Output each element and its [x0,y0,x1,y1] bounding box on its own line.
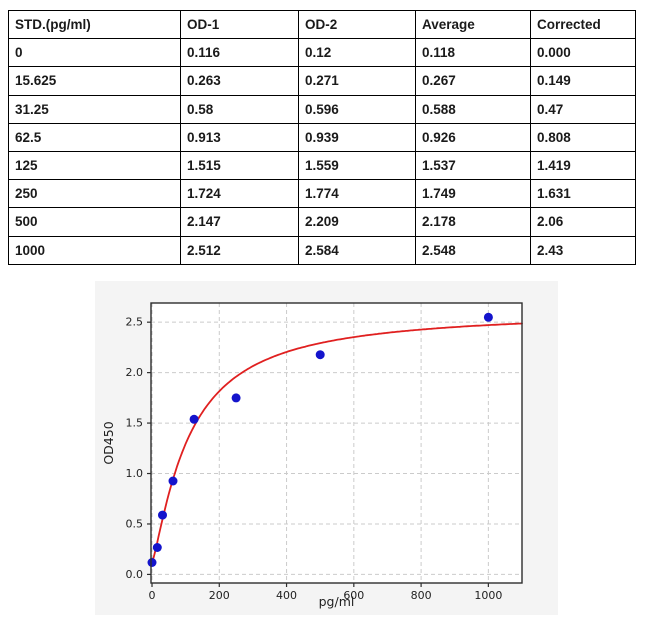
table-cell: 2.209 [298,207,416,237]
table-cell: 1.559 [298,150,416,181]
table-cell: 1.515 [180,150,299,181]
table-cell: 62.5 [8,122,181,152]
column-header: STD.(pg/ml) [8,9,181,40]
data-point [168,476,178,486]
plot-border [150,302,523,584]
standard-curve-figure: 0 200 400 600 800 1000 0.0 0.5 1.0 1.5 2.0 2.5 pg/ml… [95,281,558,615]
table-cell: 0.926 [415,122,531,152]
table-cell: 2.147 [180,207,299,237]
table-cell: 125 [8,150,181,181]
table-cell: 0.47 [530,94,636,124]
table-cell: 0.12 [298,38,416,68]
table-cell: 0.596 [298,94,416,124]
table-cell: 0.271 [298,66,416,96]
table-cell: 1000 [8,235,181,265]
table-cell: 0.118 [415,38,531,68]
table-cell: 1.537 [415,150,531,181]
x-tick-label: 1000 [474,589,502,602]
table-row: 15.625 0.263 0.271 0.267 0.149 [8,66,636,96]
plot-area [151,303,522,583]
column-header: OD-1 [180,9,299,40]
table-cell: 0.263 [180,66,299,96]
table-row: 500 2.147 2.209 2.178 2.06 [8,207,636,237]
data-point [315,350,325,360]
y-tick-label: 0.5 [126,517,144,530]
table-cell: 2.43 [530,235,636,265]
y-tick-label: 1.5 [126,417,144,430]
table-row: 1000 2.512 2.584 2.548 2.43 [8,235,636,265]
data-point [483,312,493,322]
standards-table: STD.(pg/ml) OD-1 OD-2 Average Corrected 0 0.1… [8,9,636,265]
table-cell: 15.625 [8,66,181,96]
x-tick-label: 0 [149,589,156,602]
x-axis-label: pg/ml [319,594,355,609]
table-cell: 250 [8,179,181,209]
data-point [189,414,199,424]
column-header: OD-2 [298,9,416,40]
column-header: Average [415,9,531,40]
standard-curve-chart: 0 200 400 600 800 1000 0.0 0.5 1.0 1.5 2.0 2.5 pg/ml… [101,302,523,609]
table-cell: 0.808 [530,122,636,152]
table-header-row: STD.(pg/ml) OD-1 OD-2 Average Corrected [8,9,636,40]
x-tick-label: 400 [276,589,297,602]
table-row: 62.5 0.913 0.939 0.926 0.808 [8,122,636,152]
table-row: 31.25 0.58 0.596 0.588 0.47 [8,94,636,124]
table-cell: 2.548 [415,235,531,265]
table-cell: 0.939 [298,122,416,152]
table-cell: 0.913 [180,122,299,152]
y-tick-label: 1.0 [126,467,144,480]
table-cell: 1.774 [298,179,416,209]
x-tick-label: 200 [209,589,230,602]
table-cell: 0.58 [180,94,299,124]
data-point [152,543,162,552]
column-header: Corrected [530,9,636,40]
table-cell: 0.267 [415,66,531,96]
table-cell: 1.631 [530,179,636,209]
table-cell: 2.178 [415,207,531,237]
table-cell: 0.149 [530,66,636,96]
table-cell: 1.749 [415,179,531,209]
table-cell: 1.419 [530,150,636,181]
table-cell: 2.512 [180,235,299,265]
table-cell: 0.116 [180,38,299,68]
table-cell: 500 [8,207,181,237]
data-point [231,393,241,403]
y-tick-label: 2.5 [126,316,144,329]
table-cell: 0.000 [530,38,636,68]
x-tick-label: 800 [411,589,432,602]
x-tick-label: 600 [343,589,364,602]
table-cell: 0 [8,38,181,68]
table-cell: 2.06 [530,207,636,237]
data-point [158,510,167,520]
table-row: 250 1.724 1.774 1.749 1.631 [8,179,636,209]
table-cell: 1.724 [180,179,299,209]
table-row: 0 0.116 0.12 0.118 0.000 [8,38,636,68]
y-tick-label: 0.0 [126,568,144,581]
data-point [147,558,157,567]
table-row: 125 1.515 1.559 1.537 1.419 [8,150,636,181]
y-tick-label: 2.0 [126,366,144,379]
y-axis-label: OD450 [101,421,116,464]
fit-curve [151,322,523,564]
table-cell: 2.584 [298,235,416,265]
table-cell: 31.25 [8,94,181,124]
table-cell: 0.588 [415,94,531,124]
